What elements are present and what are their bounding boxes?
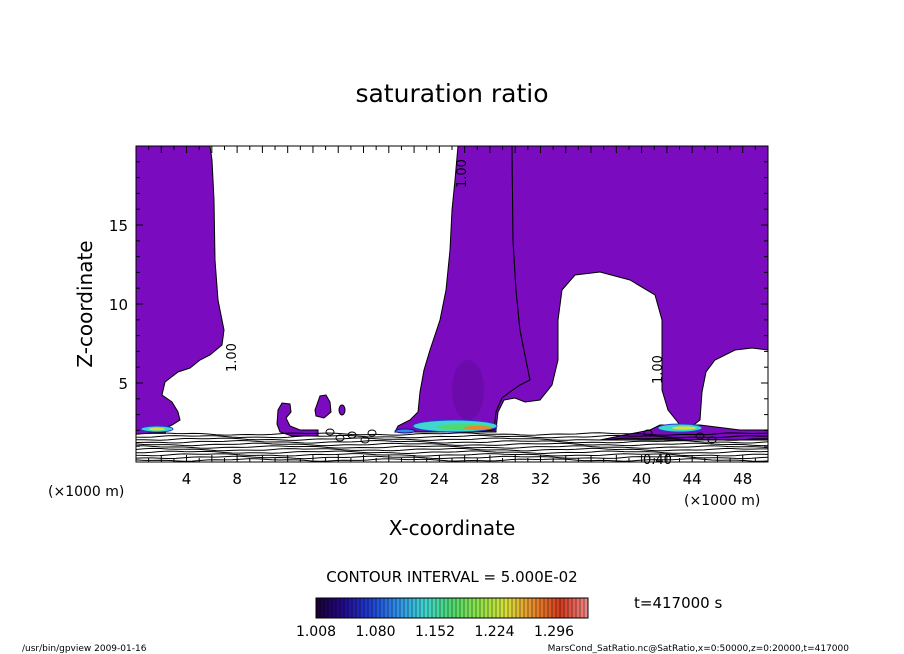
- contour-line: [136, 458, 768, 462]
- contour-loop: [347, 431, 357, 439]
- x-tick-label: 44: [683, 470, 702, 488]
- colorbar-tick-label: 1.080: [355, 624, 395, 640]
- contour-line: [136, 447, 768, 452]
- bottom-contour-lines: [136, 428, 768, 462]
- contour-line: [136, 439, 768, 444]
- contour-loop: [360, 436, 370, 444]
- plot-area: [136, 146, 768, 462]
- purple-blob-17: [338, 404, 346, 416]
- footer-right: MarsCond_SatRatio.nc@SatRatio,x=0:50000,…: [548, 644, 850, 654]
- contour-loop: [695, 432, 705, 440]
- inner-column: [452, 360, 484, 420]
- chart-title: saturation ratio: [355, 79, 548, 108]
- contour-label-4: 0.40: [643, 453, 672, 468]
- x-tick-label: 12: [278, 470, 297, 488]
- x-tick-label: 36: [581, 470, 600, 488]
- contour-line: [136, 432, 768, 436]
- x-tick-label: 32: [531, 470, 550, 488]
- colorbar-tick-label: 1.296: [534, 624, 574, 640]
- x-tick-label: 16: [329, 470, 348, 488]
- contour-line: [136, 437, 768, 441]
- contour-line: [136, 434, 768, 439]
- contour-label-3: 1.00: [651, 355, 666, 384]
- time-label: t=417000 s: [634, 594, 722, 612]
- x-axis-label: X-coordinate: [389, 516, 516, 540]
- purple-fill-right: [469, 146, 768, 433]
- contour-loop: [325, 428, 335, 436]
- color-blob-right-inner: [672, 426, 696, 430]
- contour-label-1: 1.00: [225, 343, 240, 372]
- y-tick-label: 15: [109, 217, 128, 235]
- contour-loop: [707, 436, 717, 444]
- colorbar-tick-label: 1.224: [474, 624, 514, 640]
- x-tick-label: 4: [182, 470, 192, 488]
- contour-line: [136, 455, 768, 460]
- footer-left: /usr/bin/gpview 2009-01-16: [22, 644, 147, 654]
- contour-line: [136, 453, 768, 457]
- x-tick-label: 28: [480, 470, 499, 488]
- contour-label-2: 1.00: [455, 159, 470, 188]
- color-blob-small: [394, 428, 416, 434]
- contour-line: [136, 445, 768, 449]
- y-tick-label: 5: [118, 375, 128, 393]
- contour-loop: [335, 434, 345, 442]
- contour-loop: [643, 429, 653, 437]
- x-tick-label: 40: [632, 470, 651, 488]
- colorbar-tick-label: 1.008: [296, 624, 336, 640]
- x-unit-label-right: (×1000 m): [684, 493, 760, 509]
- color-blob-center-core: [464, 426, 492, 430]
- contour-line: [136, 450, 768, 455]
- colorbar-tick-label: 1.152: [415, 624, 455, 640]
- contour-line: [136, 442, 768, 447]
- purple-blob-13: [276, 402, 319, 437]
- color-blob-left-inner: [149, 427, 165, 431]
- x-unit-label: (×1000 m): [48, 484, 124, 500]
- y-tick-label: 10: [109, 296, 128, 314]
- x-tick-label: 24: [430, 470, 449, 488]
- contour-interval-text: CONTOUR INTERVAL = 5.000E-02: [326, 568, 577, 586]
- colorbar-lines: [319, 598, 585, 618]
- colorbar-ticks: 1.008 1.080 1.152 1.224 1.296: [296, 624, 574, 640]
- y-axis-label: Z-coordinate: [73, 240, 97, 367]
- x-tick-label: 8: [232, 470, 242, 488]
- contour-loop: [367, 429, 377, 437]
- x-tick-label: 20: [379, 470, 398, 488]
- purple-blob-15: [314, 394, 332, 419]
- x-tick-label: 48: [733, 470, 752, 488]
